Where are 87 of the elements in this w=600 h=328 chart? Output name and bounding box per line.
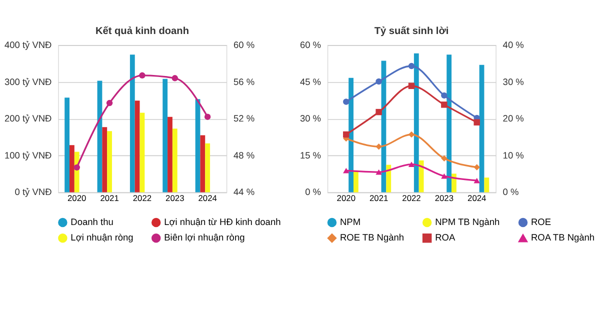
bar [479, 64, 484, 192]
y2-tick-label: 30 % [502, 76, 524, 87]
bar [484, 178, 490, 192]
y2-tick-label: 0 % [502, 187, 519, 198]
legend-label: ROA [435, 232, 456, 243]
point [474, 178, 480, 184]
point [441, 92, 448, 99]
point [441, 155, 448, 162]
legend-label: Lợi nhuận ròng [70, 232, 134, 243]
y-tick-label: 15 % [300, 150, 322, 160]
x-tick-label: 2023 [434, 193, 454, 204]
bar [130, 54, 135, 192]
y-tick-label: 0 % [305, 187, 322, 198]
legend-label: Lợi nhuận từ HĐ kinh doanh [164, 217, 281, 228]
legend-label: NPM [340, 217, 361, 228]
point [74, 164, 80, 171]
chart-title: Kết quả kinh doanh [95, 26, 189, 38]
bar [205, 143, 210, 192]
point [343, 98, 350, 105]
x-tick-label: 2022 [132, 193, 152, 204]
y2-tick-label: 44 % [234, 187, 255, 198]
point [376, 169, 382, 175]
y-tick-label: 30 % [300, 114, 322, 124]
bar [418, 160, 424, 192]
point [376, 108, 382, 116]
y-tick-label: 45 % [300, 76, 322, 87]
chart-title: Tỷ suất sinh lời [374, 26, 449, 38]
point [408, 162, 415, 168]
point [376, 144, 382, 150]
bar [134, 100, 140, 192]
bar [168, 116, 172, 192]
legend-label: Biên lợi nhuận ròng [164, 232, 245, 243]
x-tick-label: 2021 [100, 193, 120, 204]
point [204, 114, 211, 120]
y2-tick-label: 48 % [234, 150, 255, 160]
y2-tick-label: 10 % [502, 150, 524, 160]
x-tick-label: 2023 [166, 193, 185, 204]
legend-label: NPM TB Ngành [435, 217, 500, 228]
y2-tick-label: 60 % [234, 40, 255, 50]
x-tick-label: 2024 [468, 193, 487, 204]
point [343, 168, 350, 174]
legend-label: ROE TB Ngành [340, 232, 404, 243]
bar [162, 78, 168, 192]
y-tick-label: 60 % [300, 40, 322, 50]
point [441, 102, 448, 108]
point [408, 82, 415, 90]
x-tick-label: 2020 [68, 193, 87, 204]
y2-tick-label: 56 % [234, 76, 255, 87]
point [408, 131, 415, 138]
y-tick-label: 100 tỷ VNĐ [4, 150, 52, 160]
legend-label: Doanh thu [70, 217, 114, 228]
point [474, 164, 480, 170]
x-tick-label: 2021 [369, 193, 388, 204]
y-tick-label: 400 tỷ VNĐ [4, 40, 52, 50]
point [139, 72, 146, 79]
bar [200, 135, 206, 192]
x-tick-label: 2022 [402, 193, 422, 204]
bar [195, 99, 200, 192]
point [343, 131, 350, 138]
y2-tick-label: 40 % [502, 40, 524, 50]
bar [107, 131, 112, 192]
bar [348, 78, 354, 192]
legend-label: ROE [530, 217, 552, 228]
y2-tick-label: 52 % [234, 114, 255, 124]
point [441, 173, 448, 179]
bar [446, 54, 452, 192]
point [172, 75, 178, 82]
bar [70, 145, 74, 192]
bar [140, 112, 145, 192]
bar [102, 127, 108, 192]
point [474, 119, 480, 126]
bar [172, 128, 178, 192]
legend-label: ROA TB Ngành [530, 232, 595, 243]
point [408, 62, 415, 70]
bar [353, 170, 358, 192]
bar [452, 174, 456, 192]
point [376, 78, 382, 85]
y-tick-label: 0 tỷ VNĐ [14, 187, 52, 198]
y-tick-label: 200 tỷ VNĐ [4, 114, 52, 124]
y2-tick-label: 20 % [502, 114, 524, 124]
bar [414, 53, 419, 192]
bar [386, 164, 392, 192]
bar [64, 98, 70, 192]
x-tick-label: 2020 [336, 193, 356, 204]
y-tick-label: 300 tỷ VNĐ [4, 76, 52, 87]
point [106, 100, 113, 106]
x-tick-label: 2024 [198, 193, 218, 204]
